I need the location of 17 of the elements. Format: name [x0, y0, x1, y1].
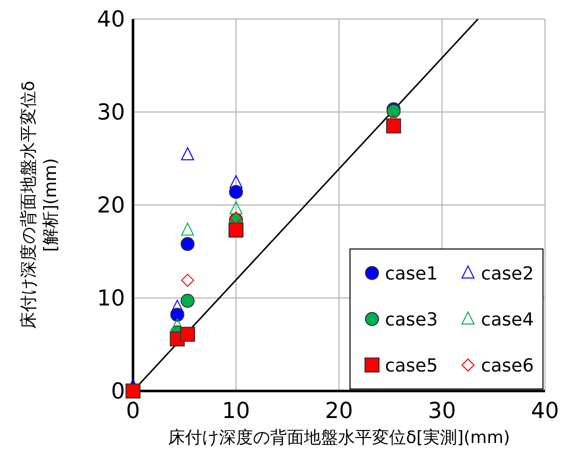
x-tick-label: 40 [531, 399, 559, 424]
x-tick-label: 10 [222, 399, 250, 424]
x-axis-title: 床付け深度の背面地盤水平変位δ[実測](mm) [168, 428, 510, 448]
legend-label: case1 [385, 263, 438, 284]
x-tick-label: 20 [325, 399, 353, 424]
x-tick-label: 30 [428, 399, 456, 424]
y-tick-label: 40 [97, 8, 125, 33]
y-tick-label: 20 [97, 194, 125, 219]
y-tick-label: 10 [97, 286, 125, 312]
legend-label: case6 [481, 355, 534, 376]
legend-label: case4 [481, 309, 534, 330]
legend-label: case5 [385, 355, 438, 376]
y-axis-title: 床付け深度の背面地盤水平変位δ [解析](mm) [19, 80, 61, 330]
legend-label: case2 [481, 263, 534, 284]
y-tick-label: 30 [97, 100, 125, 126]
legend-label: case3 [385, 309, 438, 330]
y-tick-label: 0 [111, 380, 125, 405]
